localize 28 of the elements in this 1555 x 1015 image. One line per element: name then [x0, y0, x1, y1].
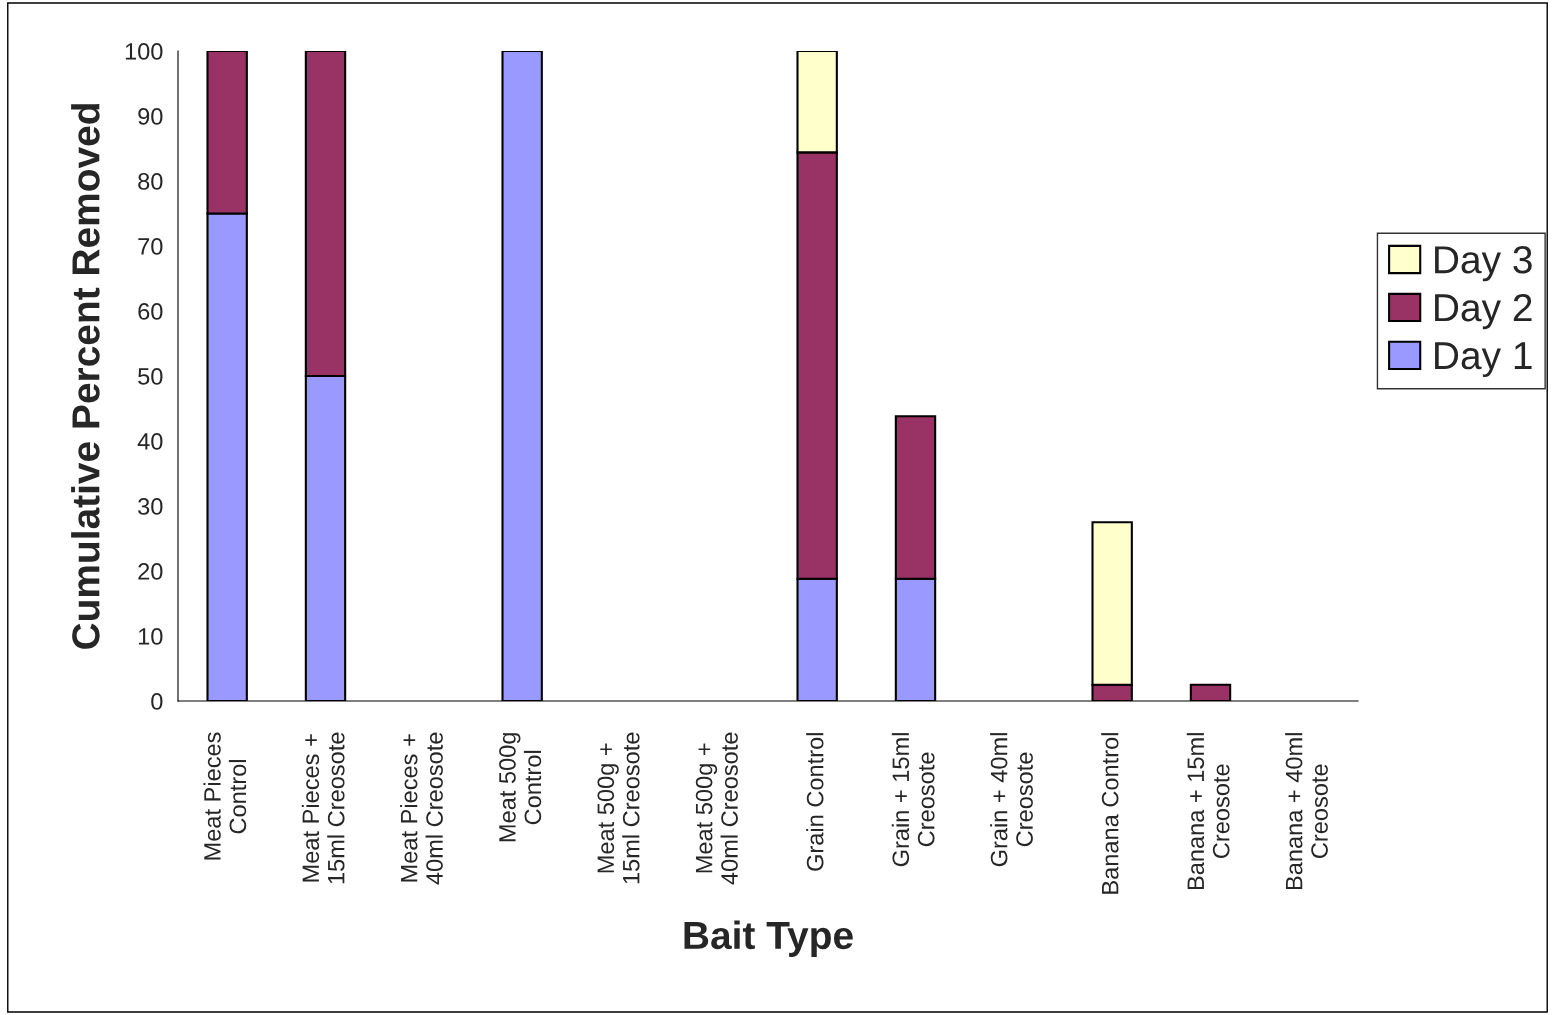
x-tick-label: Banana + 15ml Creosote: [1186, 733, 1230, 890]
y-tick-label: 40: [137, 433, 163, 450]
y-tick-label: 100: [125, 43, 163, 60]
x-axis-title: Bait Type: [684, 920, 853, 957]
y-axis-title: Cumulative Percent Removed: [71, 104, 100, 649]
x-tick-label: Meat Pieces + 15ml Creosote: [301, 732, 345, 884]
x-tick-label: Grain + 40ml Creosote: [990, 733, 1033, 867]
x-tick-label: Meat Pieces Control: [203, 732, 247, 860]
y-tick-label: 10: [138, 628, 163, 645]
x-tick-label: Meat 500g Control: [499, 733, 542, 842]
y-tick-label: 20: [138, 563, 163, 580]
x-tick-label: Grain Control: [806, 733, 824, 871]
x-tick-label: Banana Control: [1101, 733, 1119, 894]
legend-label: Day 2: [1435, 293, 1532, 330]
x-tick-label: Meat 500g + 40ml Creosote: [695, 732, 738, 885]
y-tick-label: 90: [138, 108, 163, 125]
y-tick-label: 60: [138, 303, 163, 320]
y-tick-label: 80: [138, 173, 163, 190]
y-tick-label: 30: [138, 498, 163, 515]
x-tick-label: Meat 500g + 15ml Creosote: [597, 732, 640, 884]
y-tick-label: 0: [151, 693, 163, 710]
y-tick-label: 50: [138, 368, 163, 385]
x-tick-label: Grain + 15ml Creosote: [891, 733, 935, 867]
x-tick-label: Meat Pieces + 40ml Creosote: [400, 732, 443, 885]
legend-label: Day 1: [1435, 342, 1532, 378]
x-tick-label: Banana + 40ml Creosote: [1285, 733, 1328, 890]
y-tick-label: 70: [138, 238, 163, 255]
legend-label: Day 3: [1435, 245, 1532, 282]
